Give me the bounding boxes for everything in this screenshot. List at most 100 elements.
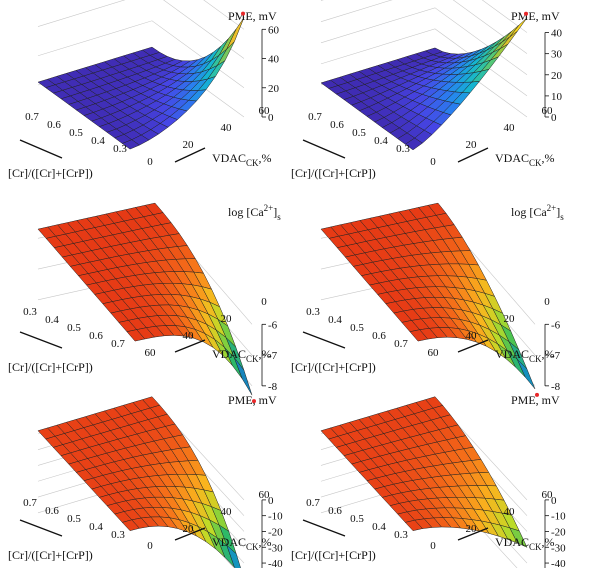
z-label-close: ] [556, 205, 560, 219]
z-label-sup: 2+ [264, 203, 274, 213]
x-tick-label: 0.5 [67, 322, 81, 334]
z-label-main: PME, mV [228, 9, 277, 23]
z-label-main: log [Ca [511, 205, 547, 219]
y-tick-label: 20 [183, 139, 195, 151]
z-tick-label: -8 [268, 381, 278, 393]
y-tick-label: 20 [504, 313, 516, 325]
x-tick-label: 0.3 [306, 306, 320, 318]
z-label-sub: s [560, 212, 564, 222]
z-tick-label: 30 [551, 49, 563, 61]
y-tick-label: 40 [504, 506, 516, 518]
y-tick-label: 60 [259, 105, 271, 117]
z-axis-label: log [Ca2+]s [228, 203, 281, 222]
y-arrow [457, 147, 489, 163]
z-label-main: log [Ca [228, 205, 264, 219]
y-tick-label: 40 [221, 506, 233, 518]
surface-facet [509, 17, 528, 38]
y-label-main: VDAC [212, 535, 246, 549]
y-label-unit: ,% [542, 535, 555, 549]
surface-panel: 0-10-20-30-40-50PME, mV0.70.60.50.40.302… [291, 393, 566, 568]
x-tick-label: 0.5 [352, 127, 366, 139]
surface-facet [226, 545, 241, 568]
x-tick-label: 0.3 [113, 143, 127, 155]
surface-panel: -8 -7 -6 log [Ca2+]s 0.3 0.4 0.5 0.6 0.7 60 40 20 0 [… [8, 202, 281, 404]
x-tick-label: 0.6 [330, 119, 344, 131]
y-label-unit: ,% [259, 347, 272, 361]
surface-facet [516, 359, 536, 390]
z-tick-label: -20 [551, 526, 566, 538]
z-tick-label: 40 [268, 54, 280, 66]
z-tick-label: 10 [551, 91, 563, 103]
extremum-marker [252, 399, 256, 404]
x-axis-label: [Cr]/([Cr]+[CrP]) [8, 548, 93, 562]
y-tick-label: 40 [504, 122, 516, 134]
y-tick-label: 20 [466, 523, 478, 535]
y-tick-label: 60 [259, 489, 271, 501]
y-label-main: VDAC [212, 347, 246, 361]
surface-facet [226, 17, 245, 50]
x-tick-label: 0.7 [306, 497, 320, 509]
y-tick-label: 40 [466, 330, 478, 342]
z-tick-label: 0 [268, 495, 274, 507]
z-label-main: PME, mV [228, 393, 277, 407]
x-tick-label: 0.6 [372, 330, 386, 342]
z-axis-label: PME, mV [511, 9, 560, 23]
x-tick-label: 0.4 [374, 135, 388, 147]
back-gridline [320, 0, 528, 33]
z-axis-label: log [Ca2+]s [511, 203, 564, 222]
x-tick-label: 0.3 [396, 143, 410, 155]
z-tick-label: 0 [268, 112, 274, 124]
z-tick-label: -30 [551, 542, 566, 554]
z-tick-label: 0 [551, 495, 557, 507]
x-arrow [302, 331, 346, 349]
x-tick-label: 0.3 [111, 529, 125, 541]
y-tick-label: 20 [466, 139, 478, 151]
z-tick-label: 0 [551, 112, 557, 124]
y-label-sub: CK [246, 158, 259, 168]
x-tick-label: 0.5 [67, 513, 81, 525]
z-label-sup: 2+ [547, 203, 557, 213]
y-label-main: VDAC [212, 151, 246, 165]
z-tick-label: -30 [268, 542, 283, 554]
z-tick-label: -8 [551, 381, 561, 393]
y-axis-label: VDACCK,% [495, 535, 555, 552]
x-tick-label: 0.7 [25, 111, 39, 123]
y-label-main: VDAC [495, 535, 529, 549]
y-label-unit: ,% [259, 535, 272, 549]
z-tick-label: -7 [268, 350, 278, 362]
surface-facet [233, 357, 253, 396]
y-arrow [174, 147, 206, 163]
extremum-marker [241, 11, 245, 16]
z-label-sub: s [277, 212, 281, 222]
y-tick-label: 40 [221, 122, 233, 134]
y-axis-label: VDACCK,% [495, 151, 555, 168]
y-label-sub: CK [246, 354, 259, 364]
back-gridline [320, 0, 528, 54]
surface-panel: 0 10 20 30 40 PME, mV 0.7 0.6 0.5 0.4 0.3 0 20 40 60 [C… [291, 0, 563, 180]
x-tick-label: 0.3 [394, 529, 408, 541]
x-tick-label: 0.7 [394, 338, 408, 350]
axis-arrows [19, 519, 206, 541]
y-label-sub: CK [529, 158, 542, 168]
y-tick-label: 0 [147, 156, 153, 168]
x-tick-label: 0.6 [328, 505, 342, 517]
x-tick-label: 0.6 [45, 505, 59, 517]
z-tick-label: -20 [268, 526, 283, 538]
x-arrow [19, 331, 63, 349]
x-tick-label: 0.7 [308, 111, 322, 123]
x-tick-label: 0.4 [372, 521, 386, 533]
y-tick-label: 0 [544, 296, 550, 308]
y-label-main: VDAC [495, 151, 529, 165]
x-tick-label: 0.7 [111, 338, 125, 350]
y-arrow [457, 339, 489, 353]
extremum-marker [535, 392, 539, 397]
x-tick-label: 0.4 [89, 521, 103, 533]
x-arrow [302, 519, 346, 537]
x-tick-label: 0.4 [328, 314, 342, 326]
x-tick-label: 0.5 [350, 513, 364, 525]
z-label-main: PME, mV [511, 393, 560, 407]
x-axis-label: [Cr]/([Cr]+[CrP]) [8, 166, 93, 180]
x-axis-label: [Cr]/([Cr]+[CrP]) [8, 360, 93, 374]
x-tick-label: 0.6 [89, 330, 103, 342]
